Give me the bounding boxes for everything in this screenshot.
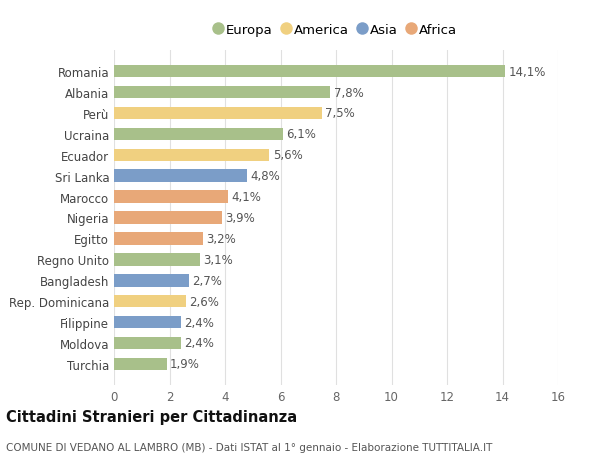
- Text: 6,1%: 6,1%: [287, 128, 316, 141]
- Legend: Europa, America, Asia, Africa: Europa, America, Asia, Africa: [215, 23, 457, 37]
- Text: 2,7%: 2,7%: [192, 274, 222, 287]
- Text: 3,9%: 3,9%: [226, 212, 256, 224]
- Text: 2,6%: 2,6%: [190, 295, 220, 308]
- Text: 14,1%: 14,1%: [509, 66, 546, 78]
- Text: COMUNE DI VEDANO AL LAMBRO (MB) - Dati ISTAT al 1° gennaio - Elaborazione TUTTIT: COMUNE DI VEDANO AL LAMBRO (MB) - Dati I…: [6, 442, 493, 452]
- Text: 7,5%: 7,5%: [325, 107, 355, 120]
- Text: 4,1%: 4,1%: [231, 190, 261, 204]
- Bar: [114, 316, 181, 329]
- Text: 3,2%: 3,2%: [206, 232, 236, 246]
- Bar: [114, 66, 505, 78]
- Text: 3,1%: 3,1%: [203, 253, 233, 266]
- Bar: [114, 107, 322, 120]
- Bar: [114, 274, 189, 287]
- Text: 7,8%: 7,8%: [334, 86, 364, 99]
- Text: 1,9%: 1,9%: [170, 358, 200, 370]
- Bar: [114, 129, 283, 141]
- Bar: [114, 337, 181, 349]
- Bar: [114, 170, 247, 183]
- Bar: [114, 191, 228, 203]
- Text: 2,4%: 2,4%: [184, 316, 214, 329]
- Text: 4,8%: 4,8%: [251, 170, 280, 183]
- Text: 5,6%: 5,6%: [273, 149, 302, 162]
- Bar: [114, 295, 186, 308]
- Bar: [114, 253, 200, 266]
- Bar: [114, 212, 222, 224]
- Bar: [114, 358, 167, 370]
- Bar: [114, 87, 331, 99]
- Bar: [114, 233, 203, 245]
- Bar: [114, 149, 269, 162]
- Text: 2,4%: 2,4%: [184, 337, 214, 350]
- Text: Cittadini Stranieri per Cittadinanza: Cittadini Stranieri per Cittadinanza: [6, 409, 297, 425]
